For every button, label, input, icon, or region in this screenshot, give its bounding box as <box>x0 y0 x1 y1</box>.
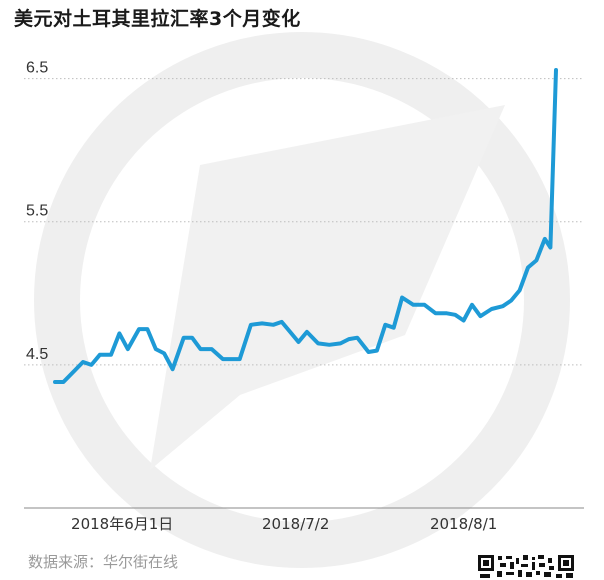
qr-code-icon <box>476 553 576 580</box>
chart-title: 美元对土耳其里拉汇率3个月变化 <box>14 8 301 30</box>
series-line <box>53 68 558 384</box>
grid-lines <box>24 78 584 366</box>
x-tick-label: 2018年6月1日 <box>71 515 173 533</box>
y-tick-label: 4.5 <box>26 346 48 363</box>
series-layer <box>53 68 558 384</box>
y-axis-ticks: 4.5 5.5 6.5 <box>26 60 48 363</box>
source-note: 数据来源：华尔街在线 <box>28 553 179 571</box>
y-tick-label: 5.5 <box>26 203 48 220</box>
watermark-logo <box>34 32 570 568</box>
y-tick-label: 6.5 <box>26 60 48 77</box>
x-tick-label: 2018/7/2 <box>262 515 329 533</box>
x-axis-ticks: 2018年6月1日 2018/7/2 2018/8/1 <box>71 515 497 533</box>
x-tick-label: 2018/8/1 <box>430 515 497 533</box>
